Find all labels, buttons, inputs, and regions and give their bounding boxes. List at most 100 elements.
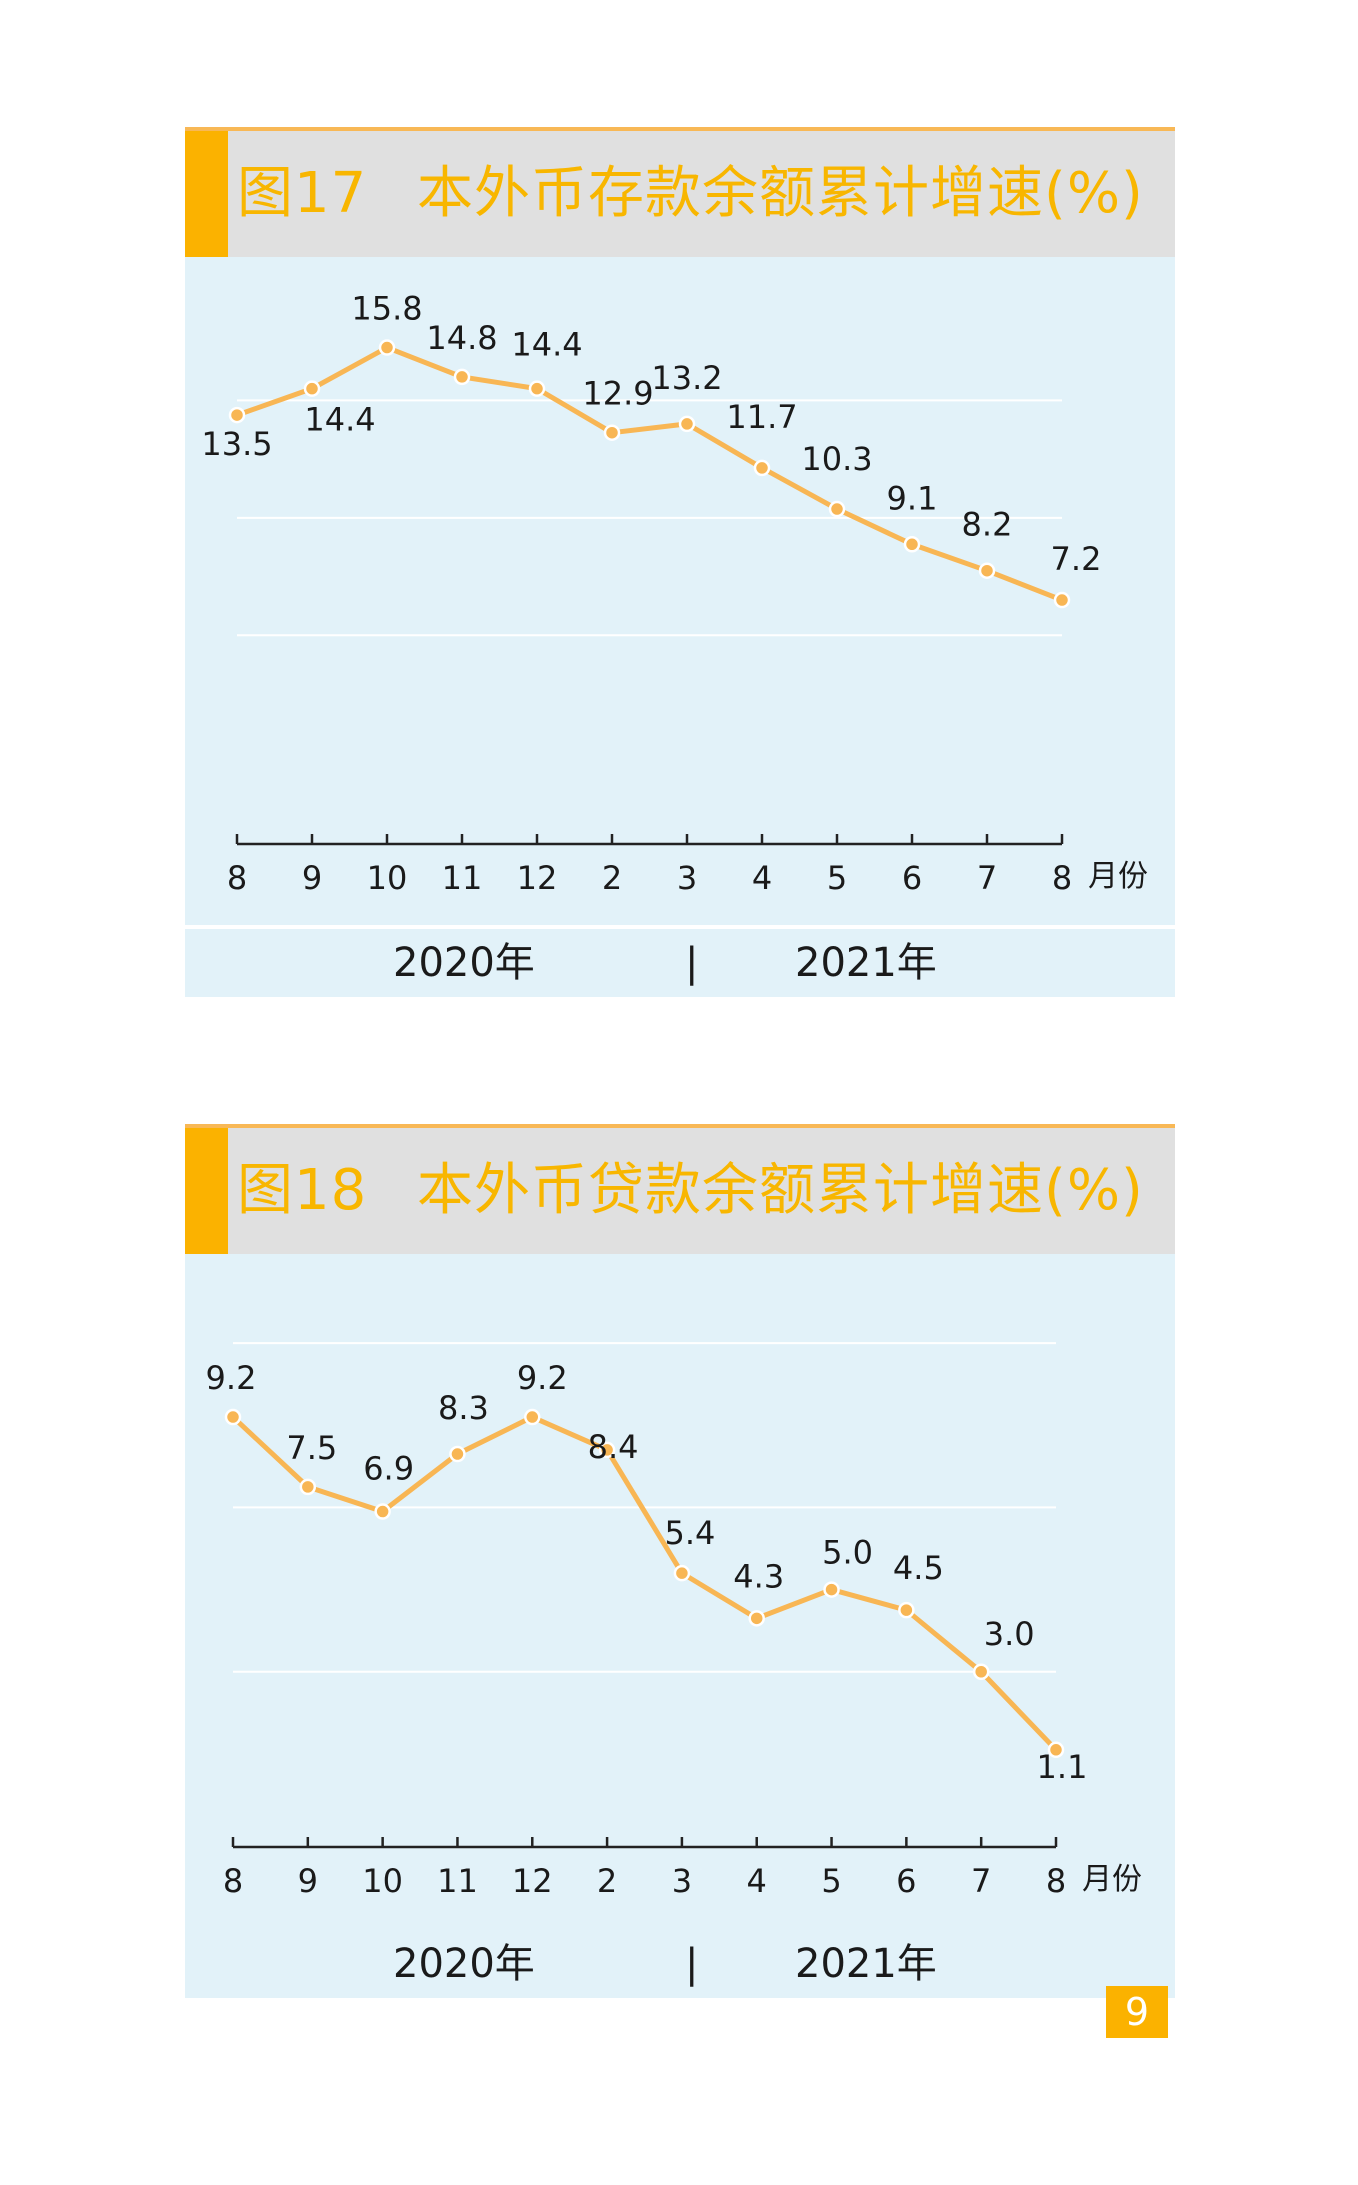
data-point [224, 1408, 242, 1426]
x-tick-label: 9 [298, 1862, 318, 1900]
x-tick-label: 10 [367, 859, 408, 897]
x-tick-label: 5 [821, 1862, 841, 1900]
data-point [903, 536, 921, 553]
year-strip: 2020年 | 2021年 [185, 929, 1175, 997]
x-tick-label: 8 [1052, 859, 1072, 897]
x-tick-label: 7 [971, 1862, 991, 1900]
chart-title-bar: 图18 本外币贷款余额累计增速(%) [185, 1128, 1175, 1254]
data-point [1047, 1741, 1065, 1759]
figure-label: 图17 [237, 161, 368, 226]
data-label: 12.9 [582, 375, 653, 413]
data-label: 4.3 [733, 1557, 784, 1595]
data-label: 11.7 [726, 398, 797, 436]
data-label: 5.4 [664, 1514, 715, 1552]
x-tick-label: 2 [602, 859, 622, 897]
x-tick-label: 12 [512, 1862, 553, 1900]
plot-area [185, 1254, 1175, 1930]
page-number: 9 [1106, 1986, 1168, 2038]
year-label-2020: 2020年 [393, 1941, 535, 1987]
x-tick-label: 4 [752, 859, 772, 897]
data-point [228, 406, 246, 424]
year-label-2021: 2021年 [795, 1941, 937, 1987]
chart-title-text: 本外币贷款余额累计增速(%) [417, 1158, 1144, 1223]
x-tick-label: 4 [747, 1862, 767, 1900]
data-label: 14.4 [511, 326, 582, 364]
x-axis-unit-label: 月份 [1088, 859, 1148, 894]
year-separator: | [685, 1941, 699, 1987]
data-label: 9.2 [206, 1359, 257, 1397]
data-label: 14.8 [426, 319, 497, 357]
data-point [453, 368, 471, 386]
chart-title: 图17 本外币存款余额累计增速(%) [237, 131, 1144, 257]
chart-title: 图18 本外币贷款余额累计增速(%) [237, 1128, 1144, 1254]
data-point [748, 1610, 765, 1627]
data-point [303, 380, 321, 397]
chart-panel-deposits: 图17 本外币存款余额累计增速(%) 2020年 | 2021年 8 9 10 11 12… [185, 127, 1175, 997]
figure-label: 图18 [237, 1158, 368, 1223]
data-label: 3.0 [984, 1615, 1035, 1653]
x-tick-label: 10 [362, 1862, 403, 1900]
data-point [753, 459, 771, 477]
x-tick-label: 6 [902, 859, 922, 897]
data-point [603, 424, 621, 441]
x-tick-label: 11 [437, 1862, 478, 1900]
data-point [978, 562, 996, 579]
data-point [673, 1564, 691, 1582]
data-label: 13.2 [651, 359, 722, 397]
x-tick-label: 6 [896, 1862, 916, 1900]
x-tick-label: 5 [827, 859, 847, 897]
x-tick-label: 2 [597, 1862, 617, 1900]
panel-top-rule [185, 127, 1175, 131]
data-label: 5.0 [822, 1534, 873, 1572]
title-accent-block [185, 1128, 228, 1254]
data-point [378, 339, 396, 356]
chart-panel-loans: 图18 本外币贷款余额累计增速(%) 2020年 | 2021年 8 9 10 11 12… [185, 1124, 1175, 1998]
data-label: 1.1 [1037, 1748, 1088, 1786]
x-tick-label: 12 [517, 859, 558, 897]
data-label: 15.8 [351, 290, 422, 328]
data-point [374, 1503, 391, 1520]
data-label: 4.5 [893, 1549, 944, 1587]
data-point [299, 1478, 317, 1496]
data-point [449, 1445, 466, 1463]
data-point [524, 1408, 541, 1426]
data-point [528, 380, 546, 397]
panel-top-rule [185, 1124, 1175, 1128]
x-axis-unit-label: 月份 [1082, 1862, 1142, 1897]
data-label: 13.5 [201, 425, 272, 463]
data-label: 8.4 [588, 1428, 639, 1466]
data-point [972, 1663, 990, 1680]
year-strip: 2020年 | 2021年 [185, 1930, 1175, 1998]
data-point [598, 1441, 616, 1459]
data-label: 9.2 [517, 1359, 568, 1397]
chart-title-bar: 图17 本外币存款余额累计增速(%) [185, 131, 1175, 257]
x-tick-label: 8 [1046, 1862, 1066, 1900]
data-label: 7.5 [286, 1429, 337, 1467]
data-point [1053, 591, 1071, 609]
title-accent-block [185, 131, 228, 257]
data-point [898, 1601, 915, 1619]
series-line [231, 1414, 1058, 1752]
x-tick-label: 7 [977, 859, 997, 897]
x-tick-label: 8 [227, 859, 247, 897]
x-tick-label: 9 [302, 859, 322, 897]
series-line [236, 345, 1063, 603]
data-point [823, 1581, 840, 1598]
x-tick-label: 3 [672, 1862, 692, 1900]
year-label-2020: 2020年 [393, 940, 535, 986]
data-label: 9.1 [887, 479, 938, 517]
chart-title-text: 本外币存款余额累计增速(%) [417, 161, 1144, 226]
x-tick-label: 8 [223, 1862, 243, 1900]
data-label: 8.3 [438, 1389, 489, 1427]
line-chart-loans: 8 9 10 11 12 2 3 4 5 6 7 8 月份 9.2 7.5 6.9 8.3 9.2 8.4 5.4 4.… [206, 1342, 1142, 1900]
data-point [828, 500, 846, 518]
x-tick-label: 11 [442, 859, 483, 897]
data-label: 10.3 [801, 440, 872, 478]
data-point [678, 415, 696, 433]
year-separator: | [685, 940, 699, 986]
year-label-2021: 2021年 [795, 940, 937, 986]
data-label: 14.4 [304, 401, 375, 439]
data-label: 8.2 [962, 506, 1013, 544]
data-label: 6.9 [363, 1450, 414, 1488]
